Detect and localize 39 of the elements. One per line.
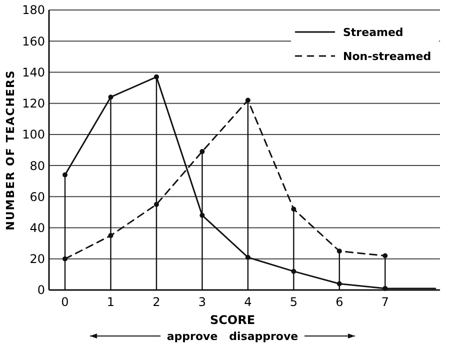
point [382, 253, 388, 258]
point [108, 94, 114, 100]
point [382, 286, 388, 291]
y-tick-label: 160 [22, 34, 45, 48]
x-tick-label: 5 [290, 295, 298, 309]
y-tick-label: 40 [30, 220, 45, 235]
x-tick-label: 0 [61, 295, 69, 309]
y-tick-label: 100 [22, 128, 45, 142]
text: approve disapprove [166, 330, 298, 343]
y-tick-label: 20 [30, 252, 45, 266]
point [336, 248, 342, 254]
y-tick-label: 140 [22, 65, 45, 80]
y-tick-label: 80 [30, 158, 45, 173]
point [291, 206, 296, 212]
point [108, 233, 114, 238]
point [62, 256, 68, 262]
legend-label: Non-streamed [343, 50, 432, 63]
y-tick-label: 180 [22, 3, 45, 18]
x-axis-title: SCORE [210, 313, 256, 327]
x-tick-label: 6 [336, 295, 344, 309]
point [154, 202, 159, 207]
y-tick-label: 120 [22, 96, 45, 111]
y-tick-label: 60 [30, 190, 45, 204]
x-tick-label: 7 [381, 295, 389, 309]
point [336, 281, 342, 286]
x-tick-label: 4 [244, 295, 252, 309]
point [291, 268, 296, 274]
point [62, 172, 68, 178]
point [245, 254, 250, 260]
point [245, 98, 250, 103]
y-axis-title: NUMBER OF TEACHERS [4, 70, 17, 230]
point [200, 212, 205, 218]
legend-label: Streamed [343, 26, 404, 39]
point [200, 149, 205, 154]
x-tick-label: 1 [106, 295, 115, 309]
y-tick-label: 0 [37, 283, 45, 298]
x-tick-label: 3 [198, 295, 206, 309]
x-tick-label: 2 [152, 295, 160, 309]
point [154, 74, 159, 80]
